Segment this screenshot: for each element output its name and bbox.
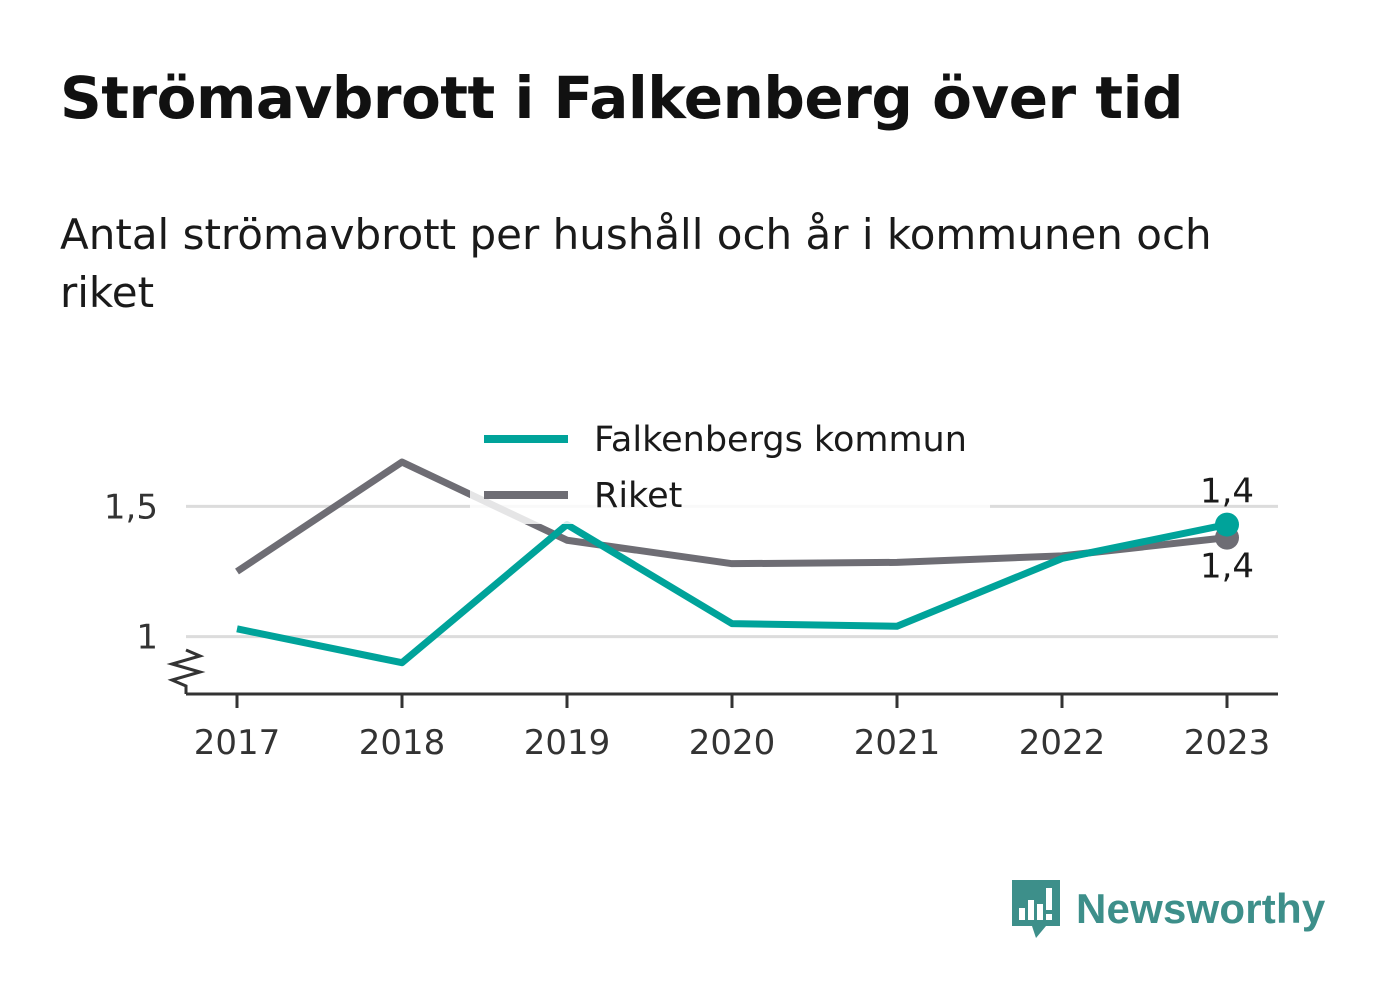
y-tick-label-1: 1 [136, 618, 158, 658]
chart-title: Strömavbrott i Falkenberg över tid [60, 64, 1183, 132]
legend-background [470, 412, 990, 524]
series-line-0 [236, 521, 1228, 667]
x-tick-label-2022: 2022 [1019, 723, 1106, 763]
series [235, 458, 1239, 667]
y-axis-break [166, 648, 206, 694]
x-tick-label-2018: 2018 [359, 723, 446, 763]
y-tick-label-0: 1,5 [104, 487, 158, 527]
brand-name: Newsworthy [1076, 885, 1326, 932]
legend: Falkenbergs kommun Riket [470, 412, 990, 524]
end-point-0 [1215, 512, 1239, 537]
gridlines [186, 504, 1278, 639]
x-tick-label-2023: 2023 [1184, 723, 1271, 763]
x-tick-label-2020: 2020 [689, 723, 776, 763]
x-tick-label-2019: 2019 [524, 723, 611, 763]
legend-label-1: Riket [594, 476, 682, 516]
x-tick-label-2021: 2021 [854, 723, 941, 763]
axes: 1,5 1 2017 2018 2019 2020 2021 2022 2023 [104, 487, 1278, 763]
end-labels: 1,4 1,4 [1200, 472, 1254, 587]
bar-chart-speech-bubble-icon [1012, 880, 1060, 938]
newsworthy-logo: Newsworthy [1010, 878, 1325, 940]
legend-label-0: Falkenbergs kommun [594, 420, 967, 460]
chart-subtitle: Antal strömavbrott per hushåll och år i … [60, 210, 1212, 317]
end-label-1: 1,4 [1200, 547, 1254, 587]
x-tick-label-2017: 2017 [194, 723, 281, 763]
end-label-0: 1,4 [1200, 472, 1254, 512]
